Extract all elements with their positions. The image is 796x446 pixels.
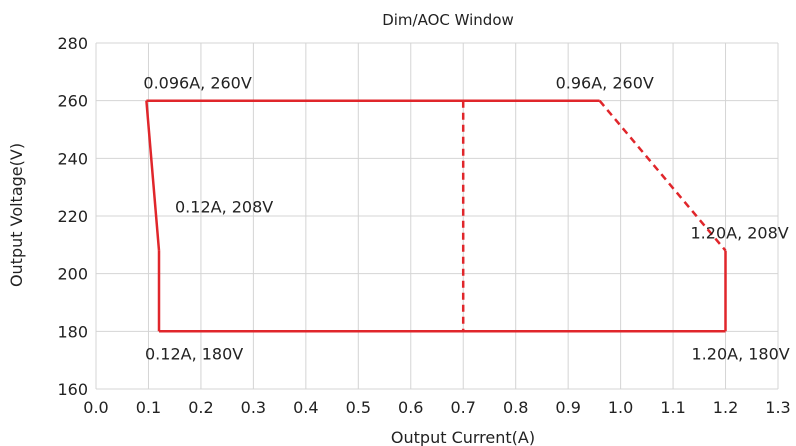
annotation-label: 0.12A, 180V <box>145 344 243 363</box>
y-tick-label: 280 <box>57 34 88 53</box>
series-line-2 <box>598 99 727 252</box>
annotation-label: 1.20A, 180V <box>692 344 790 363</box>
series-lines <box>145 99 727 333</box>
annotation-label: 1.20A, 208V <box>691 224 789 243</box>
chart-title: Dim/AOC Window <box>382 11 514 29</box>
x-tick-label: 0.0 <box>83 398 108 417</box>
annotation-label: 0.096A, 260V <box>143 74 251 93</box>
y-tick-labels: 160 180 200 220 240 260 280 <box>57 34 88 399</box>
x-tick-label: 0.9 <box>555 398 580 417</box>
y-tick-label: 240 <box>57 149 88 168</box>
annotations: 0.096A, 260V 0.96A, 260V 0.12A, 208V 1.20A,… <box>143 74 789 364</box>
y-tick-label: 200 <box>57 265 88 284</box>
x-tick-label: 0.6 <box>398 398 423 417</box>
x-tick-label: 0.3 <box>241 398 266 417</box>
x-tick-label: 0.2 <box>188 398 213 417</box>
x-tick-label: 0.1 <box>136 398 161 417</box>
annotation-label: 0.96A, 260V <box>556 74 654 93</box>
x-tick-label: 1.1 <box>660 398 685 417</box>
x-tick-label: 0.5 <box>346 398 371 417</box>
x-tick-label: 1.2 <box>713 398 738 417</box>
x-tick-label: 0.7 <box>451 398 476 417</box>
x-axis-label: Output Current(A) <box>391 428 535 446</box>
x-tick-label: 1.3 <box>765 398 790 417</box>
y-tick-label: 260 <box>57 92 88 111</box>
x-tick-label: 0.8 <box>503 398 528 417</box>
y-axis-label: Output Voltage(V) <box>7 143 26 287</box>
x-tick-label: 1.0 <box>608 398 633 417</box>
annotation-label: 0.12A, 208V <box>175 198 273 217</box>
x-tick-labels: 0.0 0.1 0.2 0.3 0.4 0.5 0.6 0.7 0.8 0.9 1.0 1.1 1.2 1… <box>83 398 790 417</box>
series-line-6 <box>145 100 161 251</box>
y-tick-label: 180 <box>57 322 88 341</box>
y-tick-label: 160 <box>57 380 88 399</box>
x-tick-label: 0.4 <box>293 398 318 417</box>
y-tick-label: 220 <box>57 207 88 226</box>
